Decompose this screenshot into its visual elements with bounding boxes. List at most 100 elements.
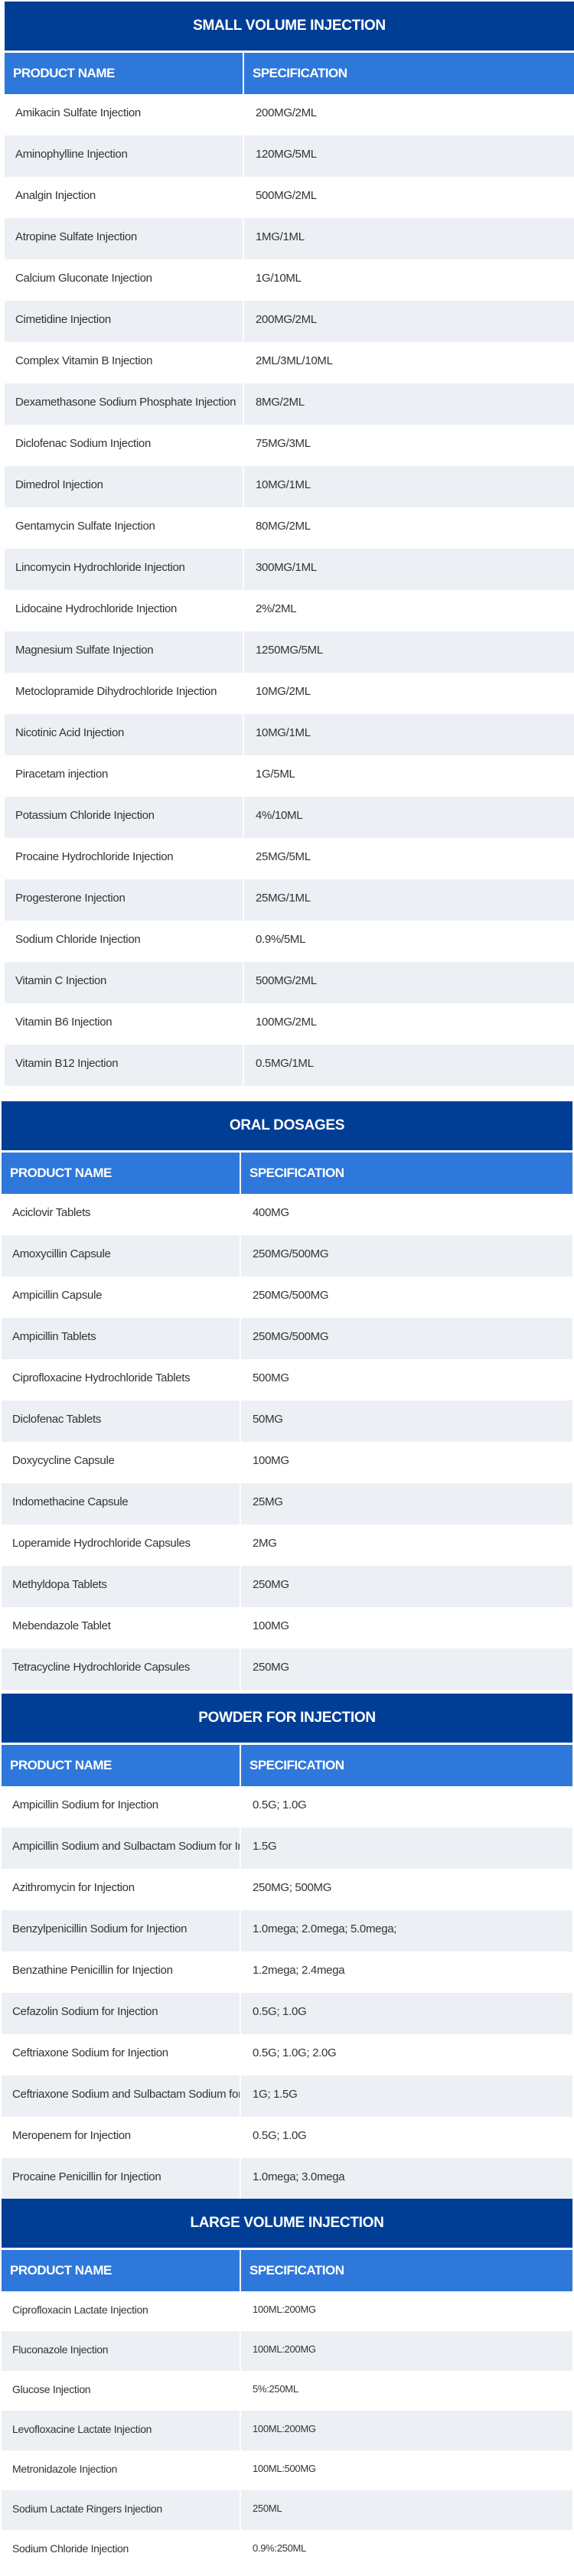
table-row: Vitamin B6 Injection 100MG/2ML [5,1003,574,1045]
product-name-cell: Ciprofloxacine Hydrochloride Tablets [12,1371,191,1384]
specification-cell: 250MG/500MG [241,1235,572,1277]
table-row: Piracetam injection 1G/5ML [5,755,574,797]
product-name-cell: Fluconazole Injection [2,2331,240,2371]
specification-cell: 500MG [253,1371,289,1384]
product-name-cell: Loperamide Hydrochloride Capsules [12,1537,191,1550]
section-large-volume-injection: LARGE VOLUME INJECTION PRODUCT NAME SPECIF… [2,2199,572,2570]
table-row: Dexamethasone Sodium Phosphate Injection… [5,383,574,425]
table-row: Glucose Injection 5%:250ML [2,2371,572,2411]
product-name-cell: Ciprofloxacin Lactate Injection [12,2304,148,2316]
table-row: Vitamin B12 Injection 0.5MG/1ML [5,1045,574,1086]
specification-cell: 1250MG/5ML [244,631,574,673]
product-name-cell: Ampicillin Sodium and Sulbactam Sodium f… [2,1828,240,1869]
specification-cell: 100MG [253,1619,289,1632]
section-small-volume-injection: SMALL VOLUME INJECTION PRODUCT NAME SPECIF… [5,2,574,1086]
product-name-cell: Potassium Chloride Injection [5,797,243,838]
specification-cell: 100ML:500MG [253,2463,316,2474]
product-name-cell: Calcium Gluconate Injection [15,272,152,285]
table-row: Indomethacine Capsule 25MG [2,1483,572,1524]
product-name-cell: Ceftriaxone Sodium for Injection [12,2046,168,2059]
table-row: Aminophylline Injection 120MG/5ML [5,135,574,177]
table-row: Lidocaine Hydrochloride Injection 2%/2ML [5,590,574,631]
table-row: Atropine Sulfate Injection 1MG/1ML [5,218,574,259]
specification-cell: 10MG/1ML [244,466,574,507]
table-row: Cimetidine Injection 200MG/2ML [5,301,574,342]
product-name-cell: Magnesium Sulfate Injection [5,631,243,673]
specification-cell: 0.5G; 1.0G; 2.0G [253,2046,337,2059]
product-name-cell: Progesterone Injection [5,879,243,921]
table-row: Loperamide Hydrochloride Capsules 2MG [2,1524,572,1566]
specification-cell: 10MG/1ML [244,714,574,755]
table-row: Ciprofloxacin Lactate Injection 100ML:200… [2,2291,572,2331]
section-title: SMALL VOLUME INJECTION [5,2,574,51]
table-header: PRODUCT NAME SPECIFICATION [2,2250,572,2291]
product-name-cell: Ampicillin Tablets [2,1318,240,1359]
table-row: Amikacin Sulfate Injection 200MG/2ML [5,94,574,135]
specification-cell: 25MG/1ML [244,879,574,921]
column-header-specification: SPECIFICATION [241,2250,572,2291]
specification-cell: 250MG [241,1648,572,1690]
product-name-cell: Metronidazole Injection [12,2463,118,2475]
product-name-cell: Sodium Lactate Ringers Injection [2,2490,240,2530]
table-row: Sodium Chloride Injection 0.9%/5ML [5,921,574,962]
specification-cell: 0.5MG/1ML [244,1045,574,1086]
product-name-cell: Vitamin B6 Injection [15,1016,113,1029]
specification-cell: 200MG/2ML [256,106,317,119]
product-name-cell: Lincomycin Hydrochloride Injection [5,549,243,590]
table-row: Procaine Hydrochloride Injection 25MG/5ML [5,838,574,879]
table-header: PRODUCT NAME SPECIFICATION [2,1745,572,1786]
specification-cell: 1.0mega; 3.0mega [241,2158,572,2199]
product-name-cell: Procaine Hydrochloride Injection [15,850,174,863]
specification-cell: 1G/10ML [256,272,302,285]
specification-cell: 120MG/5ML [244,135,574,177]
specification-cell: 5%:250ML [253,2383,298,2395]
specification-cell: 8MG/2ML [244,383,574,425]
column-header-specification: SPECIFICATION [244,53,574,94]
specification-cell: 10MG/2ML [256,685,311,698]
product-name-cell: Dexamethasone Sodium Phosphate Injection [5,383,243,425]
product-name-cell: Piracetam injection [15,768,109,781]
specification-cell: 100ML:200MG [241,2411,572,2450]
table-row: Amoxycillin Capsule 250MG/500MG [2,1235,572,1277]
product-name-cell: Diclofenac Sodium Injection [15,437,151,450]
column-header-product-name: PRODUCT NAME [2,2250,240,2291]
table-row: Levofloxacine Lactate Injection 100ML:200… [2,2411,572,2450]
table-row: Procaine Penicillin for Injection 1.0mega… [2,2158,572,2199]
product-name-cell: Cimetidine Injection [5,301,243,342]
specification-cell: 0.5G; 1.0G [241,1993,572,2034]
table-row: Ampicillin Sodium for Injection 0.5G; 1.0… [2,1786,572,1828]
table-row: Sodium Chloride Injection 0.9%:250ML [2,2530,572,2570]
product-name-cell: Meropenem for Injection [12,2129,131,2142]
specification-cell: 1MG/1ML [244,218,574,259]
table-row: Ampicillin Tablets 250MG/500MG [2,1318,572,1359]
specification-cell: 1G/5ML [256,768,295,781]
product-name-cell: Vitamin C Injection [5,962,243,1003]
product-name-cell: Analgin Injection [15,189,96,202]
table-row: Ceftriaxone Sodium and Sulbactam Sodium … [2,2075,572,2117]
column-header-product-name: PRODUCT NAME [2,1153,240,1194]
specification-cell: 4%/10ML [244,797,574,838]
product-name-cell: Benzathine Penicillin for Injection [12,1964,173,1977]
product-name-cell: Levofloxacine Lactate Injection [2,2411,240,2450]
specification-cell: 300MG/1ML [244,549,574,590]
specification-cell: 0.9%:250ML [253,2542,306,2554]
specification-cell: 0.9%/5ML [256,933,306,946]
section-title: ORAL DOSAGES [2,1101,572,1150]
table-row: Mebendazole Tablet 100MG [2,1607,572,1648]
specification-cell: 1.5G [241,1828,572,1869]
table-header: PRODUCT NAME SPECIFICATION [5,53,574,94]
section-oral-dosages: ORAL DOSAGES PRODUCT NAME SPECIFICATION Aci… [2,1101,572,1690]
product-name-cell: Gentamycin Sulfate Injection [15,520,155,533]
product-name-cell: Methyldopa Tablets [2,1566,240,1607]
specification-cell: 250ML [241,2490,572,2530]
column-header-product-name: PRODUCT NAME [2,1745,240,1786]
product-name-cell: Aciclovir Tablets [12,1206,91,1219]
product-name-cell: Sodium Chloride Injection [15,933,141,946]
specification-cell: 400MG [253,1206,289,1219]
table-row: Benzylpenicillin Sodium for Injection 1.0… [2,1910,572,1952]
specification-cell: 500MG/2ML [244,962,574,1003]
product-name-cell: Sodium Chloride Injection [12,2542,129,2555]
table-row: Benzathine Penicillin for Injection 1.2me… [2,1952,572,1993]
specification-cell: 250MG; 500MG [253,1881,332,1894]
product-name-cell: Glucose Injection [12,2383,91,2395]
